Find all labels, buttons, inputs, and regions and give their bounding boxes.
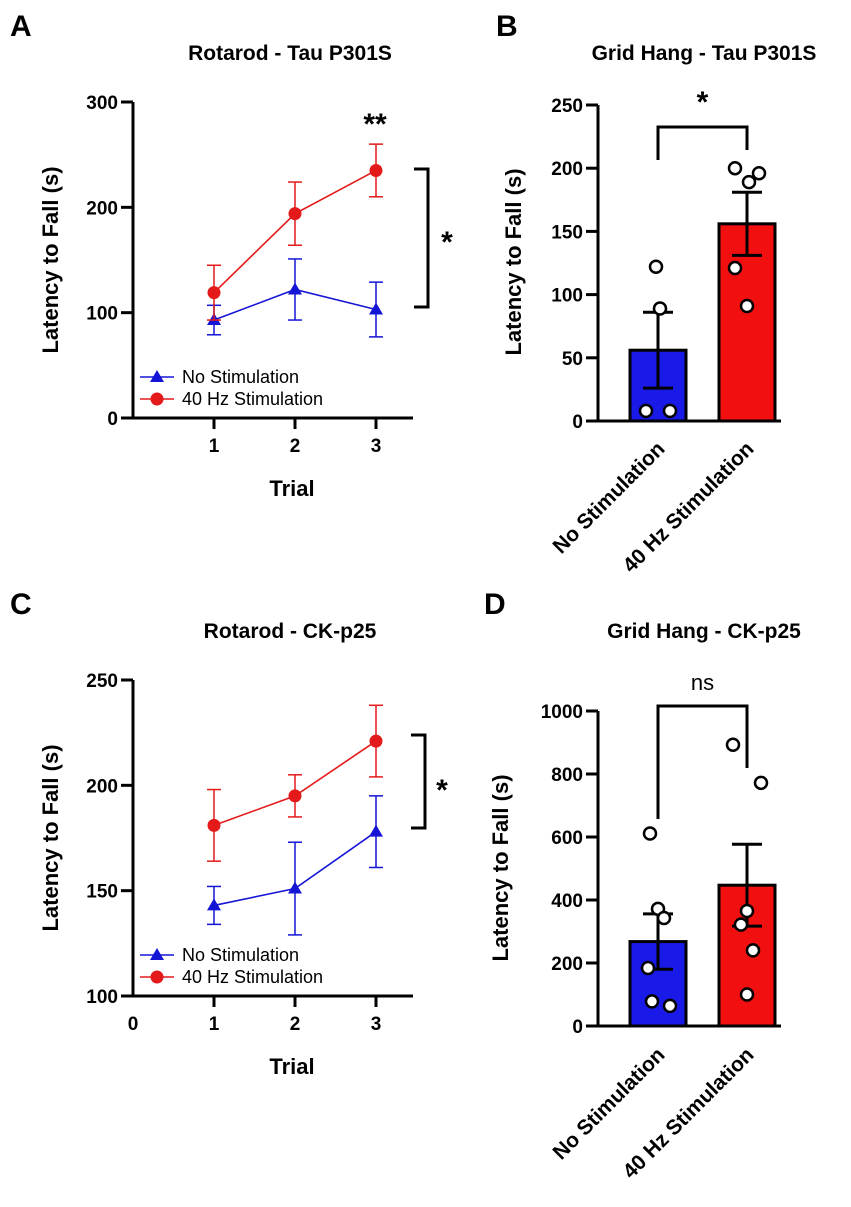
panel-d-data-point [739,987,755,1002]
panel-letter-b: B [496,10,518,43]
panel-b-data-point [751,166,767,181]
panel-a-y-tick-label: 100 [86,304,118,325]
panel-c-rotarod-ck: Rotarod - CK-p25 Latency to Fall (s) Trial… [38,620,448,1079]
panel-d-gridhang-ck: Grid Hang - CK-p25 Latency to Fall (s) 0 20… [488,620,801,1183]
panel-b-data-point [662,403,678,419]
panel-letter-d: D [484,588,506,621]
panel-b-y-tick-label: 250 [551,96,583,117]
panel-b-data-point [727,260,743,276]
panel-c-x-tick-label: 1 [209,1014,220,1035]
panel-b-gridhang-tau: Grid Hang - Tau P301S Latency to Fall (s)… [501,42,816,577]
panel-c-point-circle [369,734,383,748]
panel-a-y-axis-label: Latency to Fall (s) [38,166,63,353]
panel-a-significance-double-star: ** [363,108,387,141]
panel-a-significance-star: * [441,226,453,259]
panel-b-significance-bracket [656,125,749,160]
panel-c-x-tick-label: 3 [371,1014,382,1035]
panel-a-significance-bracket [414,167,430,309]
panel-c-x-axis-label: Trial [269,1054,314,1079]
panel-a-title: Rotarod - Tau P301S [188,42,392,65]
panel-c-point-triangle [207,898,221,911]
panel-b-y-tick-label: 100 [551,286,583,307]
panel-a-point-circle [369,163,383,177]
panel-c-y-tick-label: 150 [86,882,118,903]
panel-a-point-triangle [288,282,302,295]
panel-d-y-tick-label: 800 [551,765,583,786]
panel-c-point-circle [207,818,221,832]
panel-d-data-point [644,994,660,1009]
panel-b-data-point [727,160,743,176]
panel-b-y-tick-label: 150 [551,222,583,243]
panel-c-y-tick-label: 250 [86,671,118,692]
panel-a-x-tick-label: 1 [209,436,220,457]
panel-c-significance-bracket [411,733,427,830]
legend-marker-circle [150,392,164,406]
panel-c-title: Rotarod - CK-p25 [204,620,377,643]
legend-label-no-stim: No Stimulation [182,367,299,387]
panel-c-point-triangle [369,824,383,837]
panel-b-data-point [648,259,664,275]
panel-d-data-point [640,960,656,976]
panel-a-point-triangle [369,302,383,315]
panel-b-y-tick-label: 50 [562,349,583,370]
legend-marker-circle [150,970,164,984]
legend-label-40hz: 40 Hz Stimulation [182,389,323,409]
panel-d-significance-label: ns [691,670,714,695]
panel-c-y-tick-label: 200 [86,776,118,797]
panel-d-y-tick-label: 0 [572,1017,583,1038]
panel-d-data-point [656,910,672,926]
panel-d-data-point [739,903,755,919]
panel-a-x-tick-label: 2 [290,436,301,457]
panel-c-y-axis-label: Latency to Fall (s) [38,744,63,931]
panel-b-data-point [741,174,757,190]
panel-c-point-triangle [288,881,302,894]
legend-label-40hz: 40 Hz Stimulation [182,967,323,987]
panel-b-data-point [652,301,668,316]
panel-d-y-axis-label: Latency to Fall (s) [488,774,513,961]
panel-c-y-tick-label: 100 [86,987,118,1008]
panel-a-rotarod-tau: Rotarod - Tau P301S Latency to Fall (s) Tr… [38,42,453,501]
panel-a-y-tick-label: 200 [86,198,118,219]
panel-c-point-circle [288,789,302,803]
panel-a-x-axis-label: Trial [269,476,314,501]
panel-d-y-tick-label: 1000 [541,702,583,723]
panel-d-data-point [642,826,658,841]
panel-c-x-tick-label: 2 [290,1014,301,1035]
panel-d-y-tick-label: 600 [551,828,583,849]
panel-c-x-tick-label: 0 [128,1014,139,1035]
panel-b-y-tick-label: 200 [551,159,583,180]
panel-d-significance-bracket [656,704,749,819]
panel-d-data-point [662,998,678,1014]
panel-d-data-point [753,775,769,791]
panel-b-y-axis-label: Latency to Fall (s) [501,168,526,355]
panel-c-significance-star: * [436,774,448,807]
panel-a-y-tick-label: 0 [107,409,118,430]
panel-b-data-point [739,298,755,314]
panel-a-point-circle [288,207,302,221]
panel-letter-c: C [10,588,32,621]
panel-d-data-point [745,943,761,958]
panel-b-y-tick-label: 0 [572,412,583,433]
panel-d-data-point [725,737,741,752]
panel-d-y-tick-label: 400 [551,891,583,912]
panel-a-point-circle [207,286,221,300]
legend-label-no-stim: No Stimulation [182,945,299,965]
panel-b-title: Grid Hang - Tau P301S [592,42,817,65]
panel-a-x-tick-label: 3 [371,436,382,457]
panel-letter-a: A [10,10,32,43]
legend-marker-triangle [150,370,164,382]
panel-d-data-point [733,917,749,932]
panel-b-data-point [638,403,654,419]
legend-marker-triangle [150,948,164,960]
panel-a-y-tick-label: 300 [86,93,118,114]
panel-d-title: Grid Hang - CK-p25 [607,620,801,643]
panel-d-y-tick-label: 200 [551,954,583,975]
panel-b-significance-label: * [697,86,709,119]
